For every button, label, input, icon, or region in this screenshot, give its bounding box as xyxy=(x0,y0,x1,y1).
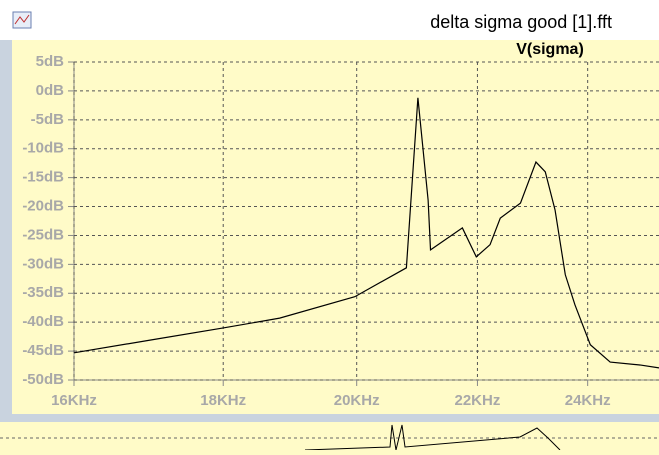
lower-pane-trace xyxy=(304,424,561,451)
plot-pane xyxy=(12,40,659,414)
frame-bottom xyxy=(0,414,659,422)
trace xyxy=(73,97,659,369)
frame-left xyxy=(0,40,12,420)
y-tick-label: -25dB xyxy=(22,226,64,243)
x-tick-label: 18KHz xyxy=(200,392,246,409)
y-tick-label: 5dB xyxy=(36,53,65,70)
y-tick-label: -45dB xyxy=(22,342,64,359)
x-tick-label: 24KHz xyxy=(565,392,611,409)
y-tick-label: -10dB xyxy=(22,140,64,157)
y-tick-label: -40dB xyxy=(22,313,64,330)
y-tick-label: -50dB xyxy=(22,371,64,388)
legend-entry: V(sigma) xyxy=(516,41,584,58)
title-bar xyxy=(0,0,659,40)
window-title: delta sigma good [1].fft xyxy=(430,12,612,32)
y-tick-label: -30dB xyxy=(22,255,64,272)
x-tick-label: 20KHz xyxy=(334,392,380,409)
y-tick-label: -15dB xyxy=(22,169,64,186)
plot: 5dB 0dB -5dB -10dB -15dB -20dB -25dB -30dB -35dB… xyxy=(22,41,659,409)
icon-trace xyxy=(14,14,30,25)
x-tick-label: 16KHz xyxy=(51,392,97,409)
x-tick-label: 22KHz xyxy=(455,392,501,409)
y-tick-label: -35dB xyxy=(22,284,64,301)
y-tick-label: 0dB xyxy=(36,82,65,99)
y-tick-label: -5dB xyxy=(31,111,65,128)
y-tick-label: -20dB xyxy=(22,198,64,215)
